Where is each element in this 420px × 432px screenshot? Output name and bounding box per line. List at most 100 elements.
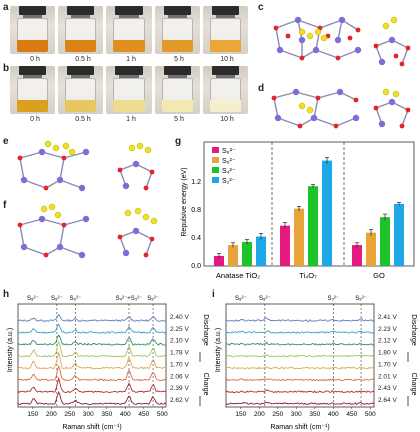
chart-i-annotations: Discharge Charge <box>407 314 417 406</box>
legend-label: S₆²⁻ <box>222 158 236 165</box>
panel-label-e: e <box>3 136 9 147</box>
voltage-label: 2.06 V <box>170 373 189 380</box>
chart-g-yticks: 0.0 0.4 0.8 1.2 <box>191 179 201 270</box>
bar <box>228 245 238 266</box>
time-label: 10 h <box>220 56 234 63</box>
chart-h-ylabel: Intensity (a.u.) <box>7 328 14 372</box>
peak-label: S₈²⁻ <box>355 296 367 302</box>
legend-label: S₂²⁻ <box>222 178 236 185</box>
chart-h: Intensity (a.u.) S₈²⁻ S₈²⁻ S₆²⁻ S₄²⁻+S₃²⁻ S₈… <box>7 296 209 431</box>
chart-g-ytick: 0.0 <box>191 263 201 270</box>
voltage-label: 1.78 V <box>170 350 189 357</box>
legend-swatch <box>212 147 219 153</box>
time-label: 0.5 h <box>75 116 91 123</box>
peak-label: S₃²⁻ <box>327 296 339 302</box>
spectrum-line <box>17 364 167 382</box>
spectrum-line <box>17 340 167 358</box>
spectrum-line <box>225 341 375 346</box>
bar <box>366 232 376 266</box>
bar <box>294 208 304 266</box>
x-tick-label: 300 <box>83 411 94 418</box>
chart-h-xlabel: Raman shift (cm⁻¹) <box>62 424 121 431</box>
x-tick-label: 200 <box>254 411 265 418</box>
time-label: 10 h <box>220 116 234 123</box>
spectrum-line <box>225 401 375 406</box>
peak-label: S₄²⁻+S₃²⁻ <box>116 296 143 302</box>
x-tick-label: 350 <box>101 411 112 418</box>
chart-h-frame <box>17 303 167 408</box>
spectrum-line <box>17 323 167 334</box>
legend-swatch <box>212 167 219 173</box>
chart-g-ytick: 1.2 <box>191 179 201 186</box>
bar <box>214 255 224 266</box>
voltage-label: 2.25 V <box>170 326 189 333</box>
x-tick-label: 250 <box>64 411 75 418</box>
vial-photo <box>154 66 200 114</box>
vial-liquid-b-3 <box>161 100 193 112</box>
chart-g-group-label: GO <box>373 271 385 280</box>
panel-label-h: h <box>3 289 10 300</box>
spectrum-line <box>225 389 375 394</box>
spectrum-line <box>225 330 375 334</box>
structure-e-illustration <box>17 140 155 192</box>
spectrum-line <box>17 376 167 394</box>
vial-photo <box>106 66 152 114</box>
legend-swatch <box>212 157 219 163</box>
peak-label: S₆²⁻ <box>70 296 82 302</box>
vial-liquid-a-2 <box>113 40 145 52</box>
vial-liquid-b-4 <box>209 100 242 112</box>
spectrum-line <box>17 334 167 346</box>
peak-label: S₈²⁻ <box>235 296 247 302</box>
x-tick-label: 450 <box>138 411 149 418</box>
vial-row-a <box>10 6 249 54</box>
peak-label: S₈²⁻ <box>259 296 271 302</box>
voltage-label: 2.43 V <box>378 385 397 392</box>
discharge-annotation: Discharge <box>202 314 209 346</box>
panel-label-b: b <box>3 63 10 74</box>
structure-d-illustration <box>271 88 411 129</box>
spectrum-line <box>225 378 375 382</box>
vial-liquid-a-3 <box>161 40 193 52</box>
chart-i-ylabel: Intensity (a.u.) <box>215 328 222 372</box>
voltage-label: 1.70 V <box>378 361 397 368</box>
vial-photo <box>10 6 56 54</box>
peak-label: S₈²⁻ <box>27 296 39 302</box>
spectrum-line <box>17 313 167 322</box>
vial-liquid-a-4 <box>209 40 242 52</box>
chart-i-peak-lines <box>264 304 362 407</box>
chart-i: Intensity (a.u.) S₈²⁻ S₈²⁻ S₃²⁻ S₈²⁻ 2.41 V… <box>215 296 417 431</box>
time-label: 0 h <box>30 116 40 123</box>
vial-photo <box>58 66 104 114</box>
x-tick-label: 350 <box>309 411 320 418</box>
chart-g: Repulsive energy (eV) 0.0 0.4 0.8 1.2 S₈… <box>181 141 415 280</box>
voltage-label: 2.41 V <box>378 314 397 321</box>
bar <box>394 204 404 266</box>
voltage-label: 1.70 V <box>170 361 189 368</box>
time-label: 5 h <box>174 56 184 63</box>
chart-i-xlabel: Raman shift (cm⁻¹) <box>270 424 329 431</box>
structure-c-illustration <box>273 16 411 67</box>
voltage-label: 2.39 V <box>170 385 189 392</box>
time-label: 1 h <box>126 56 136 63</box>
voltage-label: 2.62 V <box>170 397 189 404</box>
discharge-annotation: Discharge <box>410 314 417 346</box>
x-tick-label: 450 <box>346 411 357 418</box>
spectrum-line <box>225 354 375 358</box>
voltage-label: 2.64 V <box>378 397 397 404</box>
x-tick-label: 150 <box>27 411 38 418</box>
vial-photo <box>202 66 249 114</box>
vial-row-b <box>10 66 249 114</box>
bar <box>380 217 390 266</box>
panel-label-i: i <box>212 289 215 300</box>
panel-label-d: d <box>258 83 265 94</box>
chart-g-legend: S₈²⁻ S₆²⁻ S₄²⁻ S₂²⁻ <box>212 147 236 185</box>
vial-photo <box>58 6 104 54</box>
chart-i-xticks: 150 200 250 300 350 400 450 500 <box>235 407 376 418</box>
vial-liquid-b-0 <box>17 100 49 112</box>
bar <box>322 160 332 266</box>
bar <box>256 236 266 266</box>
voltage-label: 2.01 V <box>378 373 397 380</box>
voltage-label: 2.12 V <box>378 338 397 345</box>
spectrum-line <box>17 350 166 370</box>
vial-photo <box>154 6 200 54</box>
